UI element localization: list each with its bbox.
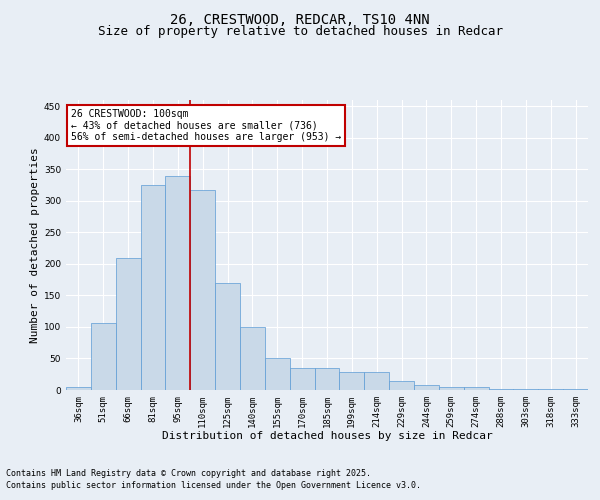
Text: Size of property relative to detached houses in Redcar: Size of property relative to detached ho… [97,25,503,38]
Bar [414,385,439,390]
Bar [166,176,190,390]
Bar [464,387,488,390]
Bar [215,283,240,390]
Bar [240,327,265,390]
Bar [91,322,116,390]
Text: Contains public sector information licensed under the Open Government Licence v3: Contains public sector information licen… [6,481,421,490]
Y-axis label: Number of detached properties: Number of detached properties [30,147,40,343]
Bar [439,387,464,390]
Bar [389,380,414,390]
Bar [265,358,290,390]
Text: 26, CRESTWOOD, REDCAR, TS10 4NN: 26, CRESTWOOD, REDCAR, TS10 4NN [170,12,430,26]
Bar [314,368,340,390]
Bar [340,372,364,390]
Bar [140,185,166,390]
Bar [116,258,140,390]
Bar [66,387,91,390]
Bar [190,190,215,390]
Bar [290,368,314,390]
X-axis label: Distribution of detached houses by size in Redcar: Distribution of detached houses by size … [161,432,493,442]
Bar [364,372,389,390]
Text: Contains HM Land Registry data © Crown copyright and database right 2025.: Contains HM Land Registry data © Crown c… [6,468,371,477]
Text: 26 CRESTWOOD: 100sqm
← 43% of detached houses are smaller (736)
56% of semi-deta: 26 CRESTWOOD: 100sqm ← 43% of detached h… [71,108,341,142]
